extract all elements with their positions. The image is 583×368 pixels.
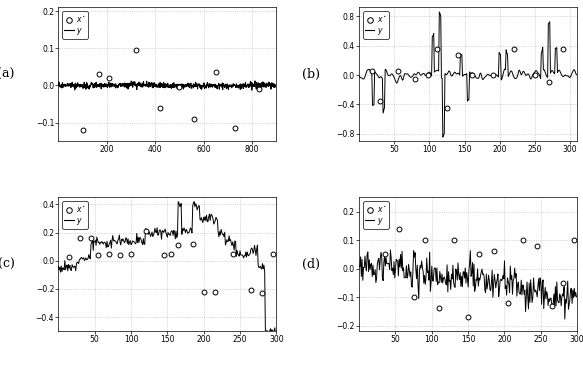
Legend: $x^{\star}$, $y$: $x^{\star}$, $y$ [363, 201, 389, 229]
Text: (c): (c) [0, 258, 15, 271]
Text: (d): (d) [302, 258, 320, 271]
Legend: $x^{\star}$, $y$: $x^{\star}$, $y$ [62, 201, 88, 229]
Legend: $x^{\star}$, $y$: $x^{\star}$, $y$ [62, 11, 88, 39]
Text: (b): (b) [302, 68, 320, 81]
Text: (a): (a) [0, 68, 15, 81]
Legend: $x^{\star}$, $y$: $x^{\star}$, $y$ [363, 11, 389, 39]
